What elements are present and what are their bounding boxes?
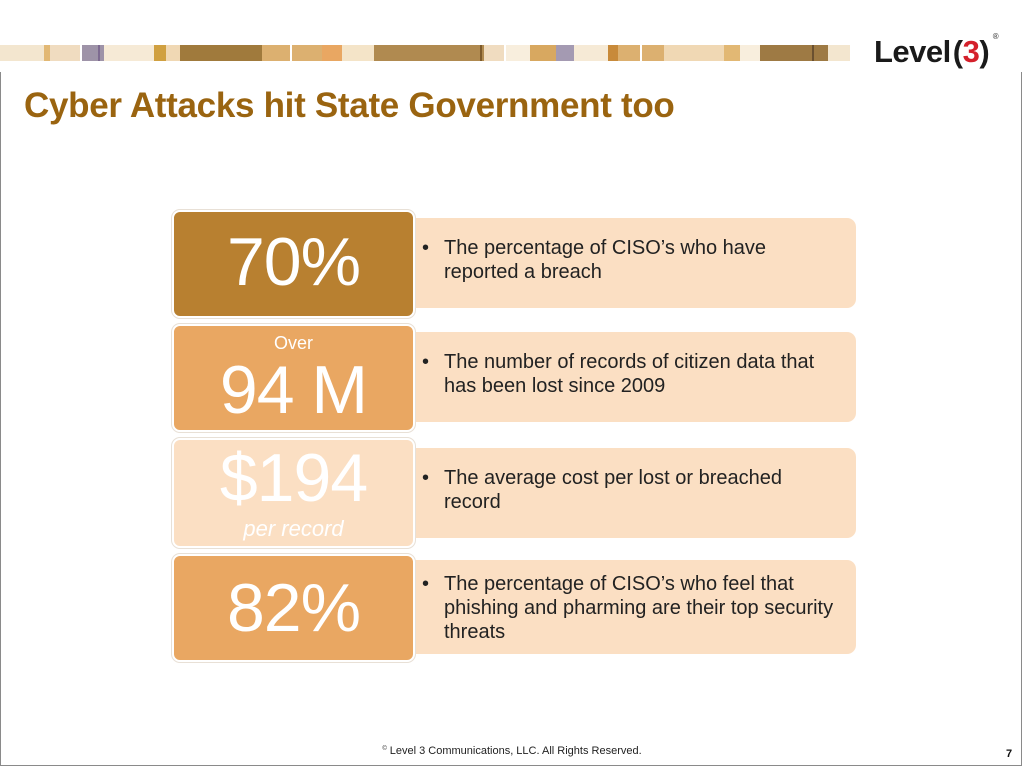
logo-close-paren: ) — [979, 34, 990, 69]
stat-description-box: • The percentage of CISO’s who have repo… — [402, 218, 856, 308]
stat-row-3: • The average cost per lost or breached … — [172, 438, 856, 548]
stat-description-box: • The percentage of CISO’s who feel that… — [402, 560, 856, 654]
copyright-text: Level 3 Communications, LLC. All Rights … — [389, 745, 642, 757]
stat-value: 94 M — [219, 352, 368, 428]
stat-box: 70% — [172, 210, 415, 318]
stat-description-box: • The average cost per lost or breached … — [402, 448, 856, 538]
stat-description: The number of records of citizen data th… — [444, 351, 815, 397]
bullet-icon: • — [422, 237, 430, 259]
bullet-icon: • — [422, 351, 430, 373]
footer-copyright: © Level 3 Communications, LLC. All Rights… — [0, 745, 1024, 757]
bullet-icon: • — [422, 573, 430, 595]
stat-description-box: • The number of records of citizen data … — [402, 332, 856, 422]
stat-description: The percentage of CISO’s who feel that p… — [444, 573, 834, 643]
stat-row-4: • The percentage of CISO’s who feel that… — [172, 554, 856, 662]
stat-suffix: per record — [243, 516, 344, 541]
stat-description: The percentage of CISO’s who have report… — [444, 237, 767, 283]
stat-box: 82% — [172, 554, 415, 662]
bullet-icon: • — [422, 467, 430, 489]
stat-value: 82% — [226, 570, 361, 646]
stat-row-1: • The percentage of CISO’s who have repo… — [172, 210, 856, 318]
stat-box: $194 per record — [172, 438, 415, 548]
stat-value: 70% — [226, 224, 361, 300]
slide-title: Cyber Attacks hit State Government too — [24, 86, 675, 125]
stat-prefix: Over — [273, 333, 313, 353]
logo-number-mark: ( 3 ) ® — [952, 32, 999, 70]
stat-value: $194 — [219, 440, 368, 516]
stat-row-2: • The number of records of citizen data … — [172, 324, 856, 432]
stat-box: Over 94 M — [172, 324, 415, 432]
logo-registered-mark: ® — [992, 32, 999, 41]
stat-description: The average cost per lost or breached re… — [444, 467, 782, 513]
logo-open-paren: ( — [952, 34, 963, 69]
level3-logo: Level ( 3 ) ® — [874, 32, 999, 70]
copyright-symbol: © — [382, 746, 387, 752]
logo-word: Level — [874, 34, 951, 69]
logo-number: 3 — [962, 34, 980, 69]
slide-frame — [0, 72, 1022, 766]
decorative-stripe-bar — [0, 45, 850, 61]
page-number: 7 — [1006, 748, 1013, 760]
